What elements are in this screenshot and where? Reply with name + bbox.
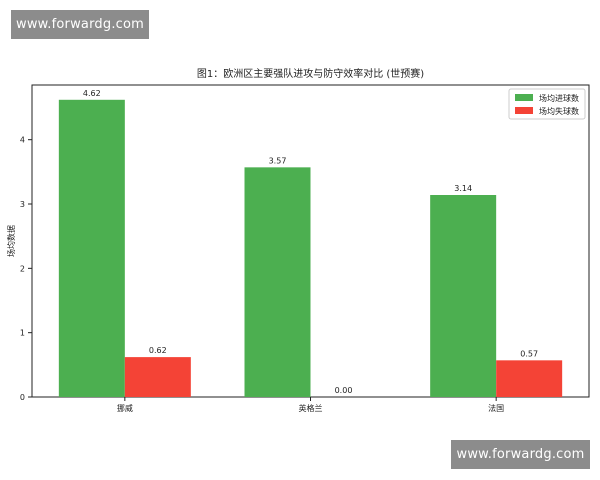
bar-goals-conceded: [496, 360, 563, 397]
x-axis: 挪威 英格兰 法国: [117, 397, 504, 413]
legend-label: 场均进球数: [539, 93, 579, 103]
legend-label: 场均失球数: [539, 106, 579, 116]
x-tick-label: 英格兰: [299, 403, 323, 413]
y-tick-label: 3: [20, 200, 25, 209]
data-label: 0.57: [520, 349, 538, 358]
watermark-top: www.forwardg.com: [11, 10, 149, 39]
data-label: 0.62: [149, 346, 167, 355]
y-axis: 0 1 2 3 4: [20, 136, 32, 402]
x-tick-label: 法国: [488, 403, 504, 413]
x-tick-label: 挪威: [117, 403, 133, 413]
bar-series: 4.62 0.62 3.57 0.00 3.14 0.57: [58, 89, 563, 398]
watermark-bottom: www.forwardg.com: [451, 440, 590, 469]
bar-goals-scored: [58, 99, 125, 398]
legend-swatch: [515, 94, 533, 101]
data-label: 0.00: [335, 386, 353, 395]
y-axis-title: 场均数据: [6, 225, 16, 257]
data-label: 4.62: [83, 89, 101, 98]
chart-title: 图1：欧洲区主要强队进攻与防守效率对比 (世预赛): [197, 67, 424, 80]
y-tick-label: 0: [20, 393, 25, 402]
bar-goals-scored: [244, 167, 311, 397]
bar-goals-scored: [430, 195, 497, 397]
legend-swatch: [515, 107, 533, 114]
data-label: 3.57: [269, 156, 287, 165]
bar-goals-conceded: [124, 357, 191, 397]
y-tick-label: 2: [20, 264, 25, 273]
y-tick-label: 1: [20, 329, 25, 338]
y-tick-label: 4: [20, 136, 25, 145]
data-label: 3.14: [454, 184, 472, 193]
